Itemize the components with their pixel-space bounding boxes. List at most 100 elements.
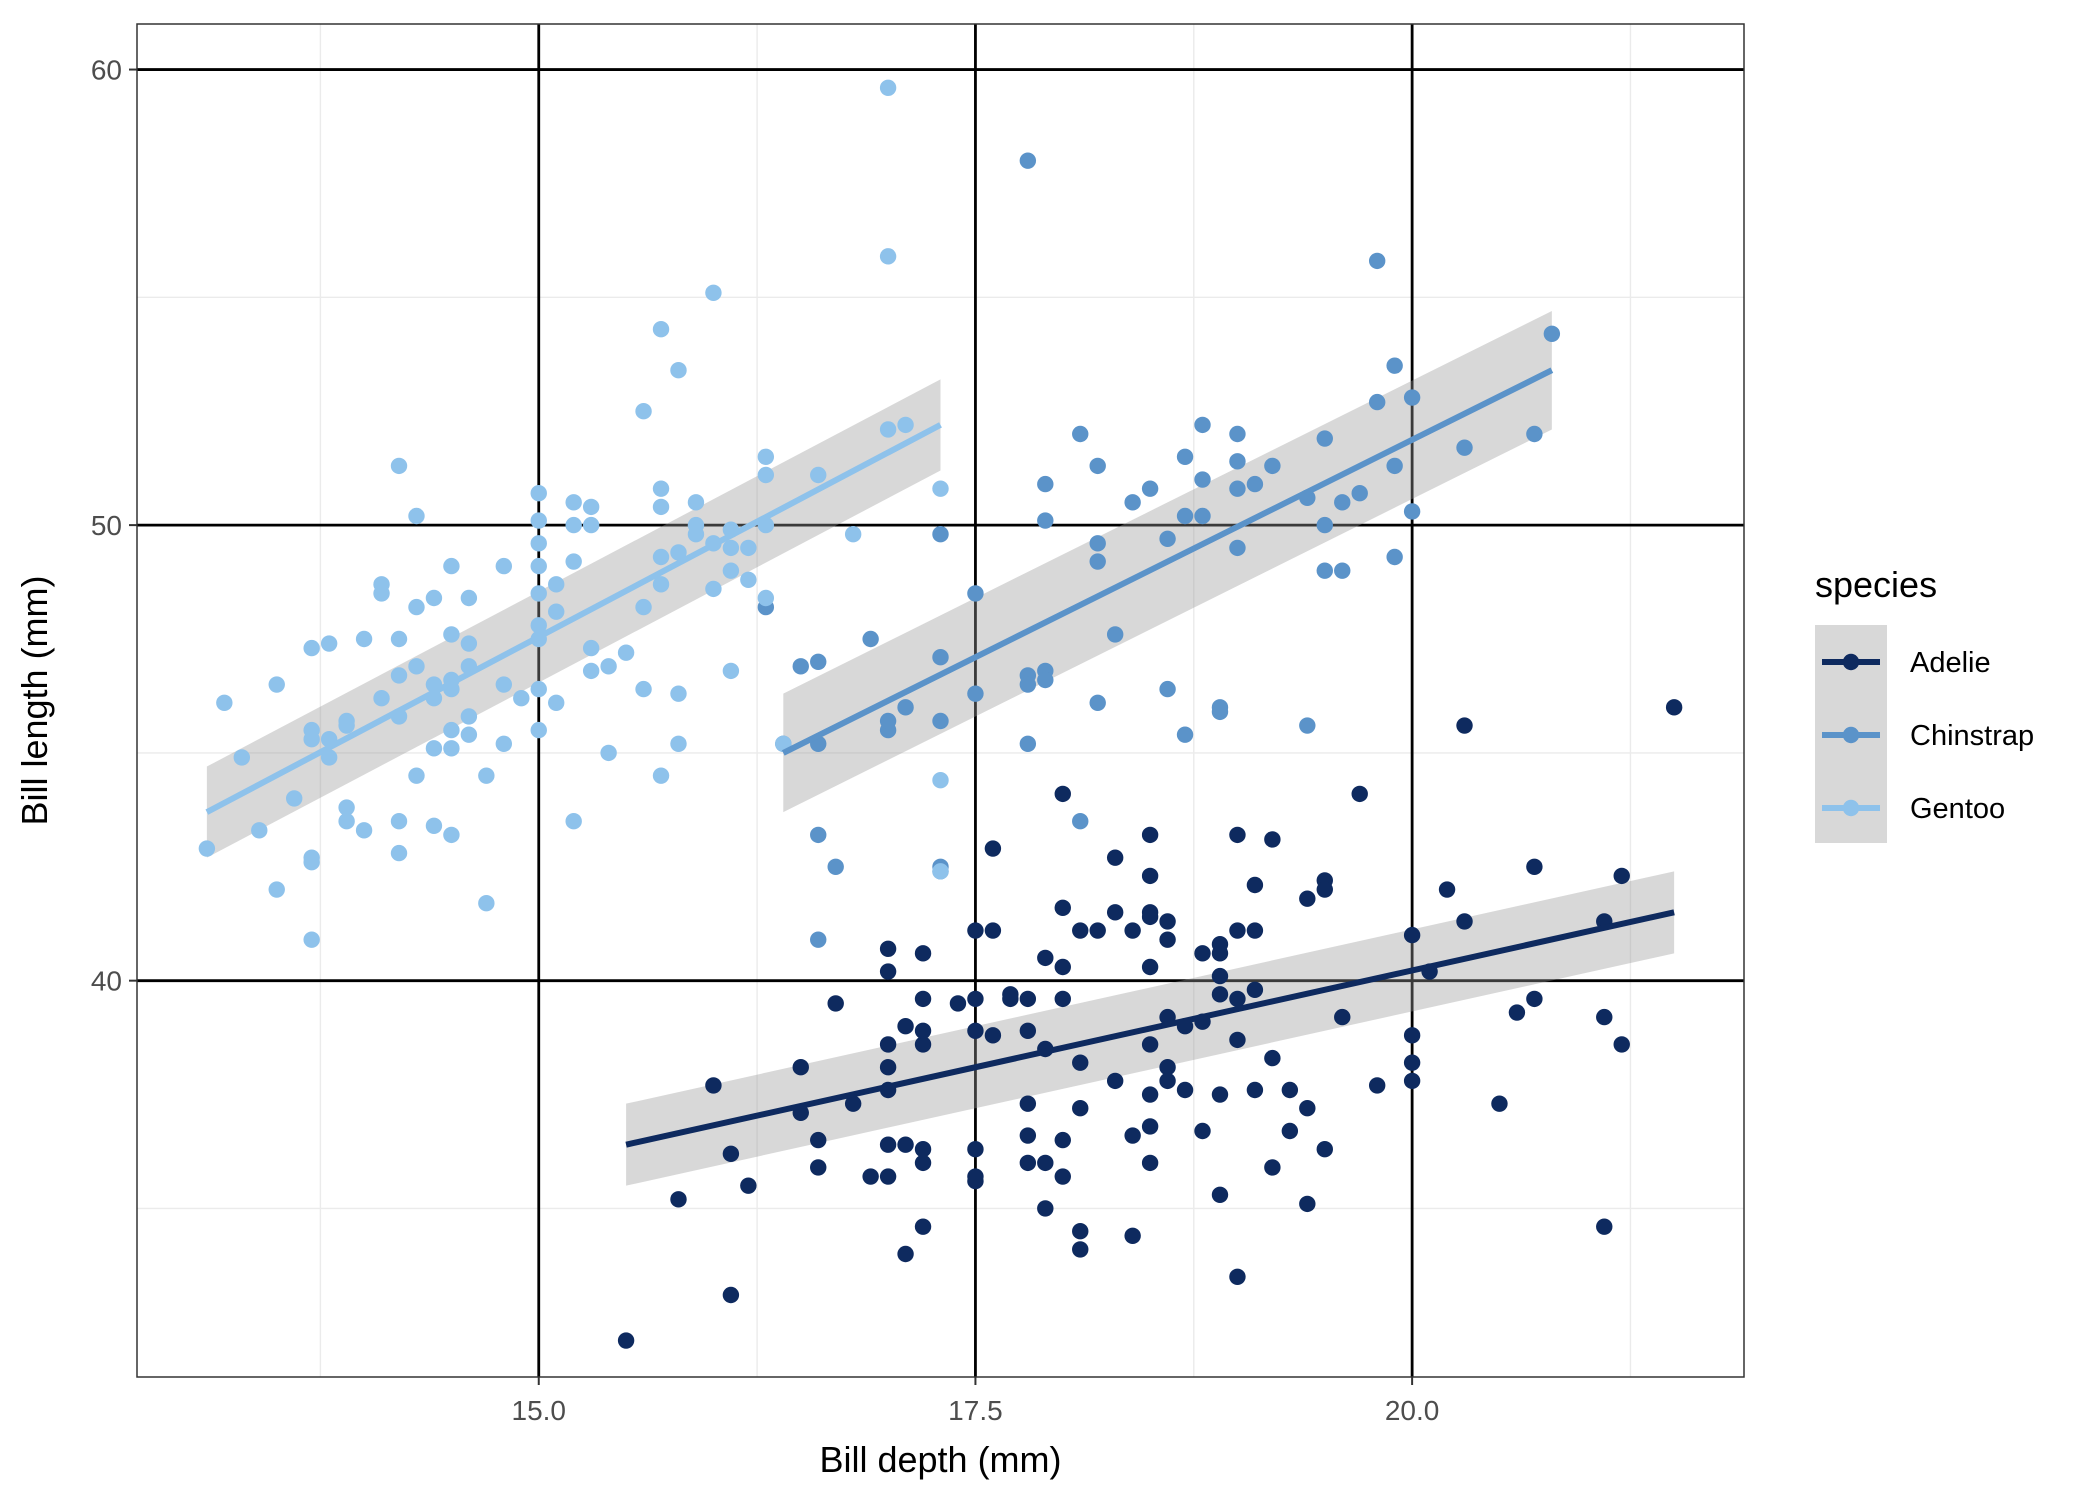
data-point-gentoo — [286, 790, 303, 807]
data-point-adelie — [914, 1141, 932, 1158]
data-point-gentoo — [355, 630, 373, 648]
legend-label-gentoo: Gentoo — [1910, 793, 2005, 825]
data-point-adelie — [1194, 1122, 1211, 1140]
data-point-adelie — [1526, 990, 1543, 1008]
data-point-gentoo — [757, 466, 775, 484]
data-point-gentoo — [233, 749, 251, 766]
data-point-gentoo — [303, 639, 320, 657]
legend-items: Adelie Chinstrap Gentoo — [1815, 625, 2034, 843]
data-point-gentoo — [740, 539, 757, 557]
data-point-chinstrap — [1106, 626, 1124, 643]
data-point-adelie — [1368, 1077, 1386, 1094]
data-point-adelie — [1054, 990, 1071, 1008]
data-point-chinstrap — [1072, 813, 1089, 830]
data-point-chinstrap — [932, 649, 949, 666]
data-point-gentoo — [879, 248, 897, 265]
data-point-adelie — [1124, 1127, 1141, 1144]
data-point-gentoo — [548, 576, 565, 593]
data-point-gentoo — [390, 667, 408, 684]
data-point-gentoo — [303, 931, 320, 948]
data-point-adelie — [1072, 1100, 1089, 1117]
data-point-adelie — [1141, 908, 1159, 926]
data-point-chinstrap — [1543, 325, 1561, 342]
data-point-chinstrap — [1456, 439, 1473, 456]
data-point-adelie — [1019, 1127, 1037, 1144]
data-point-adelie — [1403, 1054, 1421, 1071]
data-point-chinstrap — [1386, 457, 1403, 475]
data-point-chinstrap — [1124, 494, 1141, 511]
data-point-gentoo — [303, 854, 320, 871]
data-point-adelie — [1037, 949, 1054, 967]
data-point-adelie — [1316, 881, 1333, 898]
data-point-adelie — [1596, 1008, 1613, 1026]
data-point-gentoo — [600, 744, 617, 762]
data-point-gentoo — [844, 526, 862, 543]
data-point-adelie — [984, 1027, 1002, 1044]
data-point-adelie — [1211, 1186, 1229, 1203]
data-point-gentoo — [810, 466, 827, 484]
data-point-chinstrap — [1089, 535, 1106, 552]
data-point-gentoo — [373, 585, 390, 602]
data-point-gentoo — [443, 826, 460, 844]
data-point-chinstrap — [1403, 503, 1421, 520]
data-point-adelie — [1124, 922, 1141, 939]
data-point-gentoo — [617, 644, 635, 661]
data-point-adelie — [1596, 1218, 1613, 1235]
data-point-adelie — [984, 922, 1002, 939]
data-point-adelie — [1246, 876, 1264, 894]
data-point-gentoo — [495, 735, 513, 752]
data-point-gentoo — [548, 694, 565, 711]
data-point-adelie — [1613, 1036, 1630, 1053]
data-point-adelie — [1281, 1081, 1299, 1099]
tick-layer: 15.0 17.5 20.0 40 50 60 — [91, 55, 1440, 1426]
data-point-gentoo — [582, 498, 600, 516]
legend-key-point — [1842, 726, 1860, 744]
data-point-adelie — [967, 1168, 984, 1185]
data-point-gentoo — [565, 813, 582, 830]
data-point-chinstrap — [1386, 548, 1403, 566]
data-point-chinstrap — [1351, 485, 1368, 502]
data-point-adelie — [914, 1036, 932, 1053]
data-point-adelie — [1491, 1095, 1508, 1112]
data-point-gentoo — [879, 79, 897, 96]
data-point-adelie — [1229, 990, 1246, 1008]
data-point-gentoo — [425, 817, 443, 834]
data-point-adelie — [879, 1036, 897, 1053]
data-point-adelie — [1089, 922, 1106, 939]
data-point-gentoo — [460, 635, 478, 652]
data-point-adelie — [949, 995, 967, 1012]
data-point-adelie — [1019, 1154, 1037, 1172]
data-point-chinstrap — [1194, 416, 1211, 434]
data-point-chinstrap — [1229, 453, 1246, 470]
data-point-gentoo — [582, 662, 600, 680]
data-point-chinstrap — [1229, 539, 1246, 557]
data-point-adelie — [1159, 931, 1176, 948]
y-tick-label: 50 — [91, 510, 122, 541]
data-point-adelie — [914, 1218, 932, 1235]
data-point-chinstrap — [1316, 430, 1333, 447]
data-point-chinstrap — [1159, 530, 1176, 547]
data-point-gentoo — [478, 895, 495, 912]
data-point-gentoo — [530, 585, 547, 602]
data-point-adelie — [705, 1077, 722, 1094]
data-point-adelie — [1072, 922, 1089, 939]
data-point-adelie — [1438, 881, 1456, 898]
data-point-gentoo — [268, 881, 285, 898]
data-point-gentoo — [355, 822, 373, 839]
data-point-adelie — [1124, 1227, 1141, 1244]
data-point-adelie — [1299, 890, 1316, 907]
trend-line-gentoo — [205, 422, 942, 815]
data-point-gentoo — [652, 498, 670, 516]
data-point-adelie — [1246, 981, 1264, 998]
data-point-gentoo — [495, 676, 513, 693]
data-point-chinstrap — [827, 858, 844, 875]
y-tick-label: 40 — [91, 966, 122, 997]
data-point-adelie — [914, 1022, 932, 1039]
data-point-gentoo — [879, 421, 897, 438]
data-point-adelie — [1403, 1027, 1421, 1044]
data-point-gentoo — [443, 626, 460, 643]
data-point-chinstrap — [1037, 512, 1054, 529]
data-point-adelie — [1229, 1268, 1246, 1285]
data-point-chinstrap — [1316, 516, 1333, 534]
data-point-adelie — [862, 1168, 879, 1185]
